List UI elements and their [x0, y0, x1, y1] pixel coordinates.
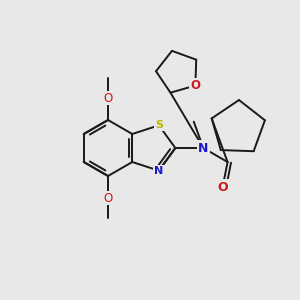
Text: O: O — [190, 79, 200, 92]
Text: O: O — [217, 181, 228, 194]
Text: N: N — [154, 166, 164, 176]
Text: N: N — [198, 142, 208, 154]
Text: O: O — [103, 92, 112, 104]
Text: S: S — [155, 120, 163, 130]
Text: O: O — [103, 191, 112, 205]
